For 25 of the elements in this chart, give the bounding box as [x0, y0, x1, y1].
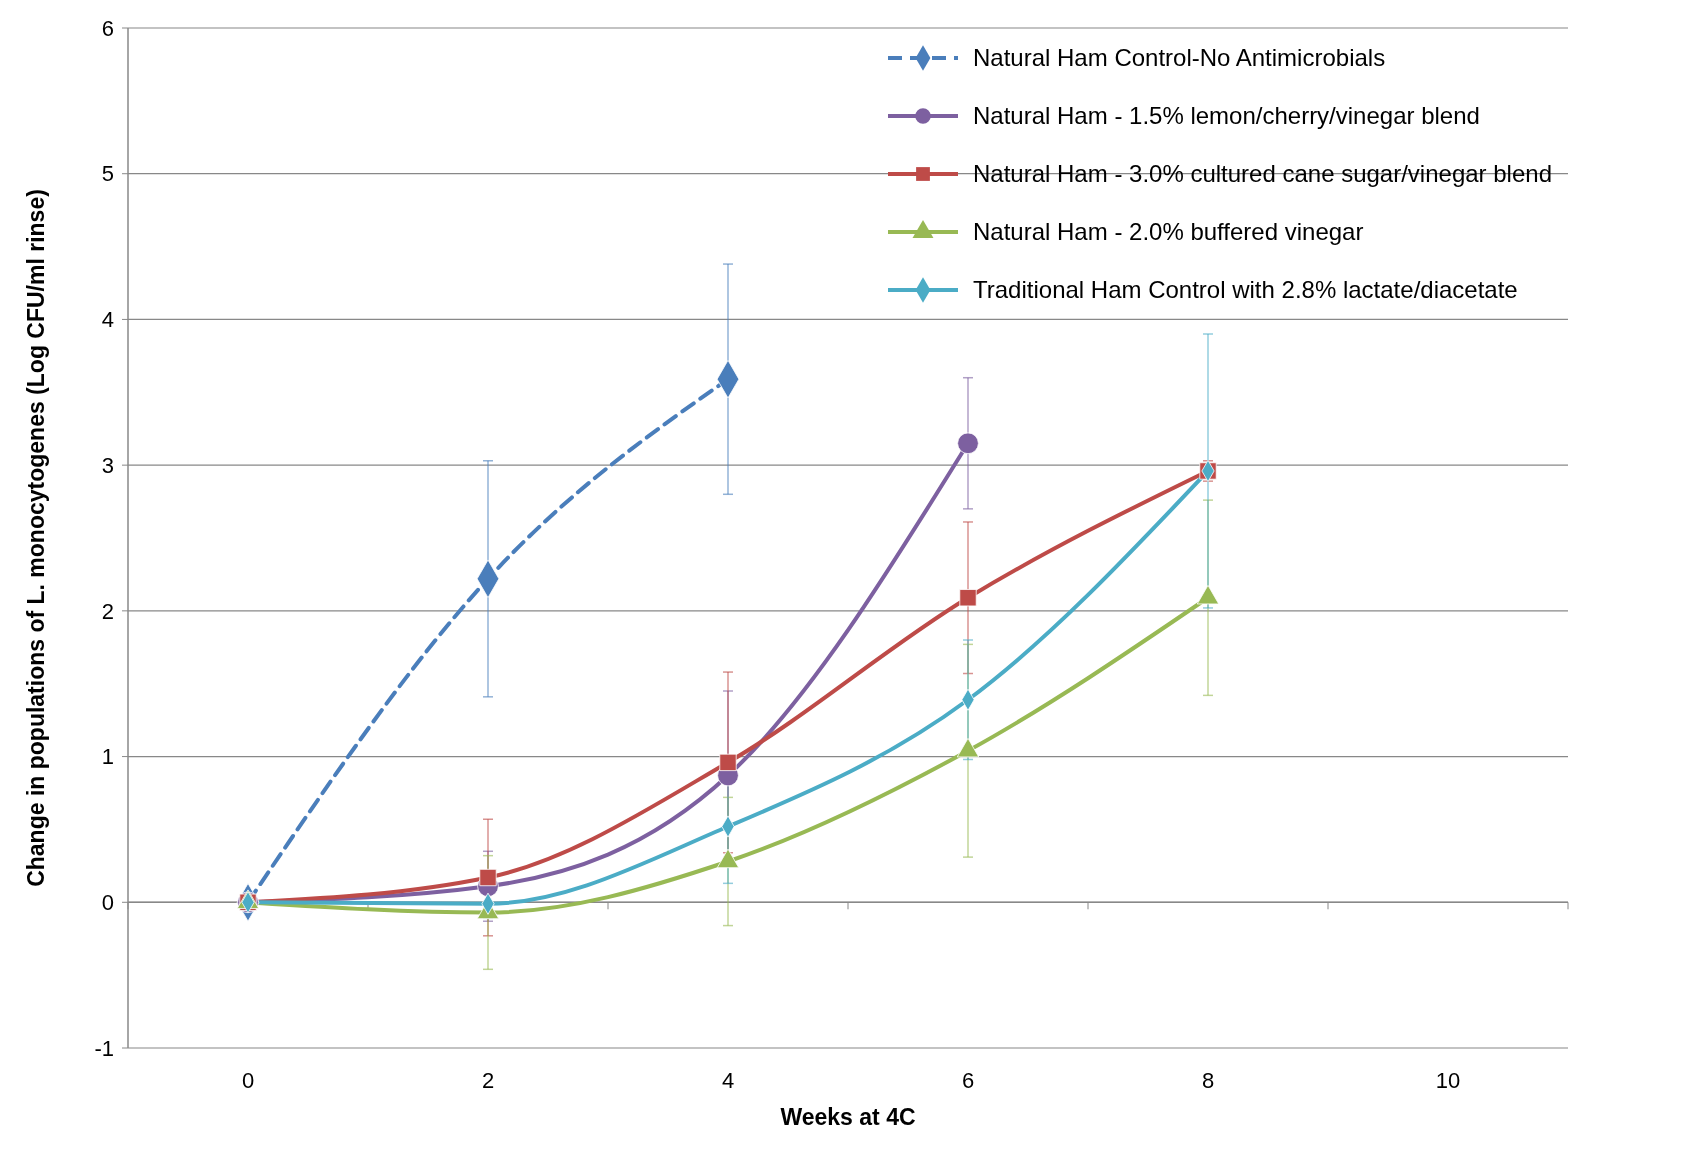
- x-tick-label: 4: [721, 1068, 735, 1093]
- legend-label: Natural Ham - 2.0% buffered vinegar: [973, 218, 1364, 246]
- point: [959, 589, 977, 607]
- x-tick-label: 8: [1201, 1068, 1215, 1093]
- y-tick-label: 3: [101, 452, 114, 478]
- x-axis-title: Weeks at 4C: [780, 1104, 916, 1130]
- x-tick-label: 2: [481, 1068, 495, 1093]
- legend-label: Traditional Ham Control with 2.8% lactate/diacetate: [973, 276, 1518, 304]
- point: [479, 868, 497, 887]
- y-tick-label: 4: [101, 307, 114, 333]
- x-tick-label: 10: [1435, 1068, 1461, 1093]
- y-tick-label: 1: [101, 744, 114, 770]
- y-axis-title: Change in populations of L. monocytogenes (Log CFU/ml rinse): [23, 189, 49, 887]
- legend-label: Natural Ham Control-No Antimicrobials: [973, 44, 1386, 72]
- y-tick-label: 5: [101, 161, 114, 187]
- legend-label: Natural Ham - 3.0% cultured cane sugar/vinegar blend: [973, 160, 1552, 188]
- y-tick-label: 2: [101, 598, 114, 624]
- x-tick-label: 0: [241, 1068, 255, 1093]
- y-tick-label: 0: [101, 889, 114, 915]
- point: [957, 432, 979, 455]
- legend-label: Natural Ham - 1.5% lemon/cherry/vinegar blend: [973, 102, 1480, 130]
- point: [719, 753, 737, 772]
- x-tick-label: 6: [961, 1068, 975, 1093]
- y-tick-label: 6: [101, 15, 114, 41]
- y-tick-label: -1: [94, 1035, 114, 1061]
